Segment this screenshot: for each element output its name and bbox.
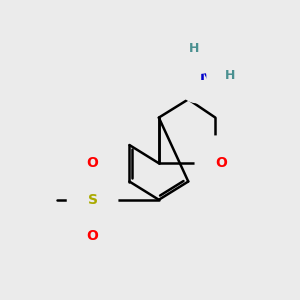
Text: N: N xyxy=(200,69,212,83)
Text: O: O xyxy=(215,156,227,170)
Text: H: H xyxy=(225,69,236,82)
Text: H: H xyxy=(189,42,200,55)
Polygon shape xyxy=(188,74,209,99)
Text: S: S xyxy=(88,193,98,207)
Text: O: O xyxy=(87,229,98,243)
Text: O: O xyxy=(87,156,98,170)
